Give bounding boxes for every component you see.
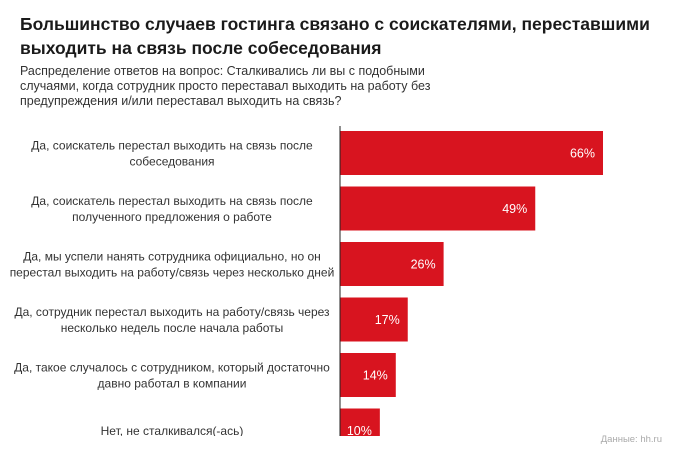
category-label: Да, соискатель перестал выходить на связ…: [31, 139, 313, 169]
category-label-line: Да, соискатель перестал выходить на связ…: [31, 139, 313, 153]
bar-value-label: 17%: [375, 313, 400, 327]
category-label-line: полученного предложения о работе: [72, 210, 272, 224]
data-source: Данные: hh.ru: [600, 434, 662, 445]
bar-value-label: 26%: [411, 258, 436, 272]
category-label-line: Да, сотрудник перестал выходить на работ…: [14, 305, 330, 319]
bar-4: [340, 297, 408, 342]
bar-5: [340, 353, 396, 397]
category-label: Да, такое случалось с сотрудником, котор…: [14, 361, 330, 391]
category-label: Да, соискатель перестал выходить на связ…: [31, 194, 313, 224]
category-label-line: Да, мы успели нанять сотрудника официаль…: [23, 250, 321, 264]
bar-6: [340, 408, 380, 436]
category-label-line: давно работал в компании: [98, 377, 247, 391]
bar-value-label: 10%: [347, 424, 372, 436]
bar-3: [340, 242, 444, 286]
category-label-line: несколько недель после начала работы: [61, 321, 284, 335]
category-label-line: собеседования: [129, 155, 214, 169]
chart-title: Большинство случаев гостинга связано с с…: [20, 14, 650, 58]
category-label-line: Да, такое случалось с сотрудником, котор…: [14, 361, 330, 375]
chart-subtitle: Распределение ответов на вопрос: Сталкив…: [20, 64, 431, 108]
category-label: Да, сотрудник перестал выходить на работ…: [14, 305, 330, 335]
bar-value-label: 14%: [363, 369, 388, 383]
bar-value-label: 49%: [502, 202, 527, 216]
category-label: Да, мы успели нанять сотрудника официаль…: [10, 250, 335, 280]
category-label: Нет, не сталкивался(-ась): [101, 424, 244, 436]
bar-chart: 66% Да, соискатель перестал выходить на с…: [10, 126, 603, 436]
bar-2: [340, 186, 536, 231]
bar-value-label: 66%: [570, 147, 595, 161]
category-label-line: Нет, не сталкивался(-ась): [101, 424, 244, 436]
category-label-line: перестал выходить на работу/связь через …: [10, 266, 335, 280]
category-label-line: Да, соискатель перестал выходить на связ…: [31, 194, 313, 208]
bar-1: [340, 131, 603, 175]
